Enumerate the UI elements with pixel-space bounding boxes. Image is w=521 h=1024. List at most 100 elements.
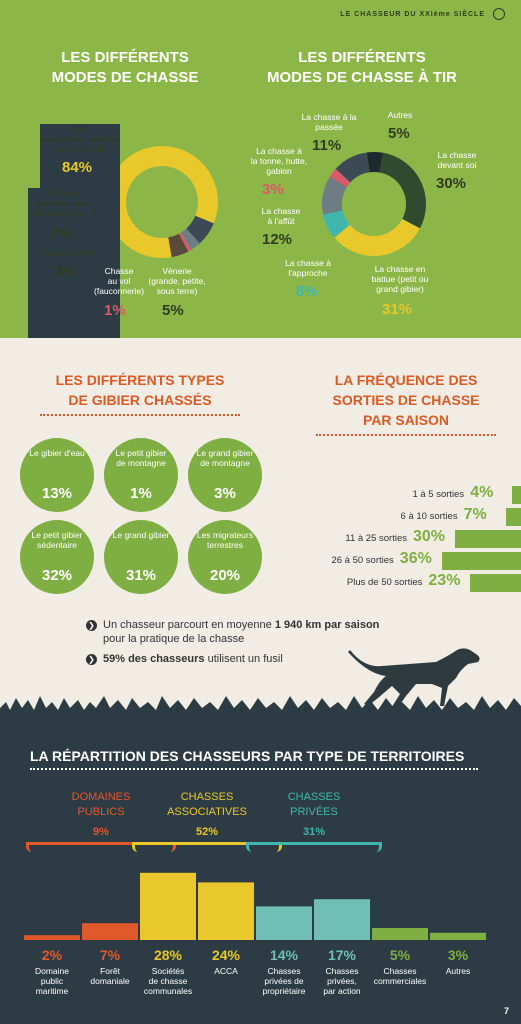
frequence-bar: [441, 552, 521, 570]
gibier-circle: Le gibier d'eau 13%: [20, 438, 94, 512]
territoire-bar-label: Chasses commerciales: [372, 966, 428, 986]
label-tonne-line1: La chasse à: [256, 146, 302, 156]
gibier-circle: Le petit gibier de montagne 1%: [104, 438, 178, 512]
label-trad-line3: (tendelles, glu…): [31, 208, 97, 218]
gibier-section: [0, 338, 521, 710]
modes-title-line2: MODES DE CHASSE: [51, 69, 199, 86]
territoire-bar-label: ACCA: [198, 966, 254, 976]
territoire-bar-label-line: privées de: [264, 976, 304, 986]
territoire-bar-label-line: ACCA: [214, 966, 238, 976]
gibier-label: Le grand gibier: [112, 530, 170, 540]
donut-slice: [334, 218, 420, 256]
frequence-title: LA FRÉQUENCE DES SORTIES DE CHASSE PAR S…: [316, 370, 496, 436]
fact-distance: ❯ Un chasseur parcourt en moyenne 1 940 k…: [86, 618, 446, 646]
gibier-pct: 31%: [125, 567, 157, 584]
modes-title-line1: LES DIFFÉRENTS: [61, 49, 189, 66]
territoire-bar-label: Domaine public maritime: [24, 966, 80, 996]
frequence-bar: [505, 508, 521, 526]
donut-slice: [180, 228, 200, 250]
gibier-title: LES DIFFÉRENTS TYPES DE GIBIER CHASSÉS: [40, 370, 240, 416]
territoire-bar: [430, 932, 486, 940]
label-vol-line3: (fauconnerie): [94, 286, 145, 296]
territoire-bar-label-line: public: [40, 976, 64, 986]
territoire-bar: [256, 906, 312, 940]
donut-slice: [106, 146, 218, 258]
label-devant-line1: La chasse: [437, 150, 477, 160]
frequence-title-line3: PAR SAISON: [362, 412, 450, 428]
gibier-label: Le grand gibier de montagne: [196, 448, 254, 468]
pct-affut: 12%: [262, 231, 293, 248]
territoire-bar-pct: 14%: [269, 947, 299, 963]
label-autres: Autres: [387, 110, 413, 120]
donut-slice: [178, 232, 192, 252]
donut-slice: [322, 176, 348, 215]
territoire-bar-label-line: maritime: [35, 986, 69, 996]
label-venerie: Vènerie (grande, petite, sous terre): [146, 266, 208, 296]
pct-tonne: 3%: [262, 181, 284, 198]
territoire-bar-pct: 24%: [211, 947, 241, 963]
fact-fusil: ❯ 59% des chasseurs utilisent un fusil: [86, 652, 386, 666]
territoires-title: LA RÉPARTITION DES CHASSEURS PAR TYPE DE…: [30, 748, 478, 770]
label-tir-line1: À tir: [72, 124, 88, 134]
territoire-group-label: CHASSES PRIVÉES: [256, 790, 372, 820]
territoire-bar-pct: 17%: [327, 947, 357, 963]
label-tonne-line2: la tonne, hutte,: [250, 156, 308, 166]
pct-tir: 84%: [62, 159, 93, 176]
territoire-group-line1: CHASSES: [287, 791, 341, 803]
territoire-group-line2: PUBLICS: [77, 806, 125, 818]
territoire-bar: [372, 928, 428, 940]
header-circle-icon: [493, 8, 505, 20]
gibier-pct: 13%: [41, 485, 73, 502]
gibier-label: Le gibier d'eau: [29, 448, 85, 458]
gibier-circle: Le grand gibier 31%: [104, 520, 178, 594]
label-venerie-line1: Vènerie: [162, 266, 192, 276]
territoire-bar-label-line: Chasses: [267, 966, 301, 976]
arrow-right-icon: ❯: [86, 654, 97, 665]
frequence-title-underline: [316, 434, 496, 436]
territoire-bar-pct: 28%: [153, 947, 183, 963]
gibier-title-underline: [40, 414, 240, 416]
gibier-label: Les migrateurs terrestres: [196, 530, 254, 550]
pct-arc: 3%: [55, 263, 77, 280]
donut-slice: [366, 152, 384, 173]
territoire-bar-label-line: privées,: [327, 976, 357, 986]
label-venerie-line3: sous terre): [156, 286, 198, 296]
territoires-bar-chart: [24, 872, 486, 940]
territoire-bar-label: Chasses privées, par action: [314, 966, 370, 996]
label-battue-line1: La chasse en: [374, 264, 426, 274]
label-trad-line1: Chasses: [47, 188, 81, 198]
label-vol-line2: au vol: [107, 276, 131, 286]
frequence-bar: [470, 574, 521, 592]
territoire-bar-label-line: propriétaire: [262, 986, 306, 996]
label-vol-line1: Chasse: [104, 266, 134, 276]
frequence-bar: [455, 530, 521, 548]
territoire-bar-label: Autres: [430, 966, 486, 976]
label-approche: La chasse à l'approche: [280, 258, 336, 278]
territoire-bar-label-line: commerciales: [373, 976, 427, 986]
territoire-group-pct: 9%: [93, 826, 109, 838]
pct-battue: 31%: [382, 301, 413, 318]
frequence-label: 26 à 50 sorties: [331, 555, 394, 566]
territoire-bar-label-line: Autres: [445, 966, 471, 976]
label-tonne-line3: gabion: [266, 166, 292, 176]
pct-approche: 8%: [296, 283, 318, 300]
donut-slice: [335, 152, 371, 183]
label-devant-line2: devant soi: [437, 160, 477, 170]
label-tir-line2: (muni d'une carabine: [40, 134, 120, 144]
territoire-group-line1: DOMAINES: [71, 791, 131, 803]
territoire-bar: [140, 872, 196, 940]
donut-slice: [379, 152, 426, 229]
territoire-bar-label-line: Forêt: [100, 966, 120, 976]
territoire-group-line2: PRIVÉES: [290, 806, 338, 818]
territoire-bar-label-line: de chasse: [148, 976, 188, 986]
territoire-bar-pct: 7%: [99, 947, 121, 963]
territoire-bar-pct: 2%: [41, 947, 63, 963]
frequence-pct: 36%: [399, 550, 432, 567]
fact-fusil-text: utilisent un fusil: [204, 653, 283, 665]
donut-slice: [329, 168, 351, 188]
gibier-pct: 32%: [41, 567, 73, 584]
label-affut: La chasse à l'affût: [256, 206, 306, 226]
territoire-group-label: DOMAINES PUBLICS: [36, 790, 166, 820]
frequence-bar: [512, 486, 521, 504]
